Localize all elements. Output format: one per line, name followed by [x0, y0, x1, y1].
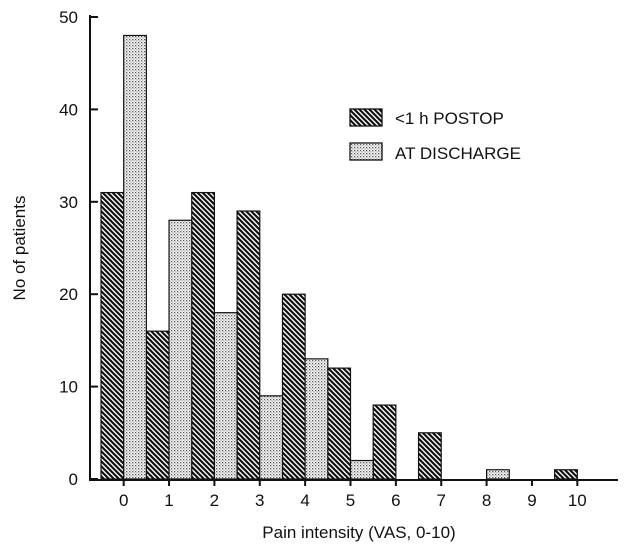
- legend-swatch-discharge: [349, 142, 383, 161]
- y-ticks-group: 0 10 20 30 40 50: [59, 8, 98, 489]
- bar-series-0-cat-7: [417, 432, 442, 480]
- bar-series-1-cat-4: [304, 358, 329, 480]
- bar-series-1-cat-3: [259, 395, 284, 480]
- x-tick-label: 4: [300, 491, 309, 510]
- bar-series-1-cat-1: [168, 219, 193, 480]
- legend: <1 h POSTOP AT DISCHARGE: [349, 108, 521, 163]
- bar-series-0-cat-3: [236, 210, 261, 480]
- bar-series-1-cat-5: [349, 459, 374, 480]
- x-ticks-group: 0 1 2 3 4 5 6 7 8 9 10: [119, 480, 587, 510]
- y-axis-title: No of patients: [10, 196, 29, 301]
- bars-group: [100, 34, 578, 480]
- legend-label-discharge: AT DISCHARGE: [395, 144, 521, 163]
- bar-series-1-cat-8: [485, 469, 510, 480]
- legend-label-postop: <1 h POSTOP: [395, 109, 504, 128]
- bar-series-1-cat-0: [123, 34, 147, 480]
- y-tick-label: 50: [59, 8, 78, 27]
- x-tick-label: 1: [164, 491, 173, 510]
- bar-series-0-cat-1: [145, 330, 170, 480]
- legend-swatch-postop: [349, 108, 383, 127]
- bar-series-0-cat-10: [554, 469, 578, 480]
- bar-series-1-cat-2: [213, 312, 238, 480]
- y-tick-label: 0: [69, 470, 78, 489]
- y-tick-label: 10: [59, 378, 78, 397]
- x-tick-label: 0: [119, 491, 128, 510]
- x-tick-label: 3: [255, 491, 264, 510]
- y-tick-label: 20: [59, 285, 78, 304]
- x-tick-label: 9: [527, 491, 536, 510]
- x-tick-label: 5: [346, 491, 355, 510]
- bar-series-0-cat-0: [100, 191, 125, 480]
- x-tick-label: 6: [391, 491, 400, 510]
- x-axis-title: Pain intensity (VAS, 0-10): [262, 523, 455, 542]
- x-tick-label: 8: [482, 491, 491, 510]
- x-tick-label: 7: [436, 491, 445, 510]
- bar-series-0-cat-4: [281, 293, 306, 480]
- bar-series-0-cat-5: [327, 367, 352, 480]
- x-tick-label: 2: [210, 491, 219, 510]
- y-tick-label: 30: [59, 193, 78, 212]
- y-tick-label: 40: [59, 100, 78, 119]
- bar-series-0-cat-2: [191, 191, 216, 480]
- x-tick-label: 10: [568, 491, 587, 510]
- bar-series-0-cat-6: [372, 404, 397, 480]
